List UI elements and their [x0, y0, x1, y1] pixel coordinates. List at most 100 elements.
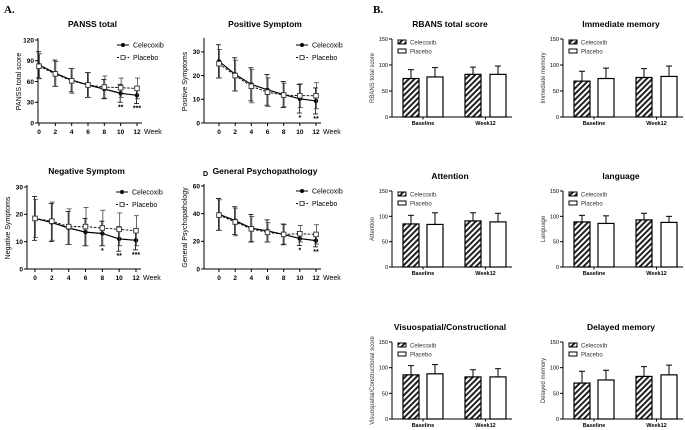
y-tick-label: 100 — [550, 214, 559, 220]
legend-marker — [120, 190, 124, 194]
x-axis-label: Week — [144, 129, 162, 136]
y-tick-label: 100 — [379, 214, 388, 220]
y-tick-label: 150 — [379, 189, 388, 195]
x-tick-label: Week12 — [475, 423, 495, 429]
legend-label: Placebo — [581, 202, 603, 208]
chart-title: Negative Symptom — [48, 166, 125, 176]
significance-marker: ** — [313, 116, 319, 123]
data-point-placebo — [248, 226, 255, 232]
data-point-celecoxib — [134, 93, 140, 98]
data-point-celecoxib — [118, 91, 123, 96]
legend-label: Placebo — [581, 353, 603, 359]
x-tick-label: Week12 — [646, 121, 666, 127]
data-point-placebo — [297, 92, 303, 99]
y-tick-label: 150 — [550, 189, 559, 195]
x-tick-label: 2 — [54, 129, 58, 136]
bar-placebo — [597, 379, 615, 420]
data-point-placebo — [280, 92, 287, 98]
y-tick-label: 30 — [16, 184, 24, 191]
bar-celecoxib — [635, 76, 653, 118]
legend-label: Celecoxib — [312, 43, 343, 50]
y-tick-label: 150 — [550, 37, 559, 43]
x-tick-label: 8 — [282, 129, 286, 136]
x-tick-label: 6 — [86, 129, 90, 136]
chart-title: Immediate memory — [582, 19, 660, 29]
chart-1: PANSS total 0 30 60 90 120 0 2 4 6 8 10 12 Week PANSS … — [16, 19, 164, 136]
chart-8: language 0 50 100 150 Baseline Week12 Language C… — [541, 171, 683, 277]
bar-placebo — [660, 221, 678, 268]
y-tick-label: 100 — [379, 366, 388, 372]
bar-placebo — [426, 373, 444, 420]
y-axis-label: Positive Symptoms — [182, 51, 189, 111]
data-point-placebo — [297, 230, 303, 237]
y-tick-label: 20 — [193, 73, 201, 80]
bar-celecoxib — [402, 374, 420, 420]
y-tick-label: 50 — [382, 240, 388, 246]
y-tick-label: 100 — [379, 63, 388, 69]
legend-swatch — [397, 48, 407, 54]
chart-10: Delayed memory 0 50 100 150 Baseline Week12 Del… — [541, 322, 683, 429]
y-tick-label: 0 — [556, 417, 559, 423]
x-tick-label: Week12 — [475, 271, 495, 277]
x-tick-label: 12 — [312, 275, 320, 282]
y-tick-label: 0 — [385, 115, 388, 121]
x-tick-label: 8 — [103, 129, 107, 136]
x-tick-label: 0 — [217, 275, 221, 282]
chart-5: RBANS total score 0 50 100 150 Baseline Week12… — [370, 19, 512, 127]
chart-title: Attention — [431, 171, 468, 181]
legend-label: Celecoxib — [410, 41, 437, 47]
y-tick-label: 40 — [193, 211, 201, 218]
chart-6: Immediate memory 0 50 100 150 Baseline Week12 I… — [541, 19, 683, 127]
y-axis-label: Negative Symptoms — [5, 196, 12, 259]
bar-celecoxib — [635, 375, 653, 420]
y-axis-label: Visuospatial/Constructional score — [370, 336, 376, 425]
x-tick-label: 4 — [67, 275, 71, 282]
y-axis-label: Language — [541, 215, 547, 242]
data-point-celecoxib — [116, 236, 122, 242]
y-tick-label: 0 — [30, 120, 34, 127]
y-tick-label: 50 — [382, 391, 388, 397]
bar-celecoxib — [464, 220, 482, 268]
x-tick-label: 2 — [233, 275, 237, 282]
data-point-placebo — [82, 223, 89, 230]
legend-marker — [121, 43, 125, 47]
y-tick-label: 50 — [553, 240, 559, 246]
y-tick-label: 20 — [16, 212, 24, 219]
legend-label: Celecoxib — [132, 190, 163, 197]
chart-title: General Psychopathology — [213, 166, 318, 176]
x-tick-label: 4 — [250, 275, 254, 282]
legend-swatch — [397, 39, 407, 45]
x-tick-label: 12 — [133, 129, 141, 136]
bar-placebo — [426, 76, 444, 118]
bar-celecoxib — [573, 80, 591, 118]
chart-title: PANSS total — [68, 19, 117, 29]
data-point-placebo — [49, 218, 55, 224]
x-tick-label: Baseline — [583, 271, 606, 277]
data-point-placebo — [133, 227, 139, 234]
legend-marker — [299, 55, 305, 60]
x-tick-label: 6 — [84, 275, 88, 282]
y-tick-label: 60 — [193, 183, 201, 190]
bar-celecoxib — [464, 73, 482, 118]
data-point-placebo — [65, 223, 72, 230]
legend-marker — [300, 189, 304, 193]
data-point-celecoxib — [133, 238, 139, 243]
data-point-placebo — [313, 92, 319, 99]
legend-label: Celecoxib — [581, 41, 608, 47]
data-point-placebo — [52, 71, 59, 77]
data-point-placebo — [99, 225, 106, 231]
legend-marker — [299, 201, 305, 206]
significance-marker: ** — [313, 249, 319, 256]
data-point-placebo — [264, 229, 271, 236]
y-tick-label: 150 — [379, 37, 388, 43]
data-point-placebo — [32, 215, 38, 222]
bar-celecoxib — [402, 77, 420, 118]
legend-label: Celecoxib — [581, 193, 608, 199]
y-tick-label: 50 — [553, 391, 559, 397]
bar-placebo — [489, 221, 507, 268]
data-point-placebo — [216, 60, 222, 67]
data-point-placebo — [264, 89, 271, 95]
bar-placebo — [489, 73, 507, 118]
data-point-placebo — [232, 72, 238, 79]
